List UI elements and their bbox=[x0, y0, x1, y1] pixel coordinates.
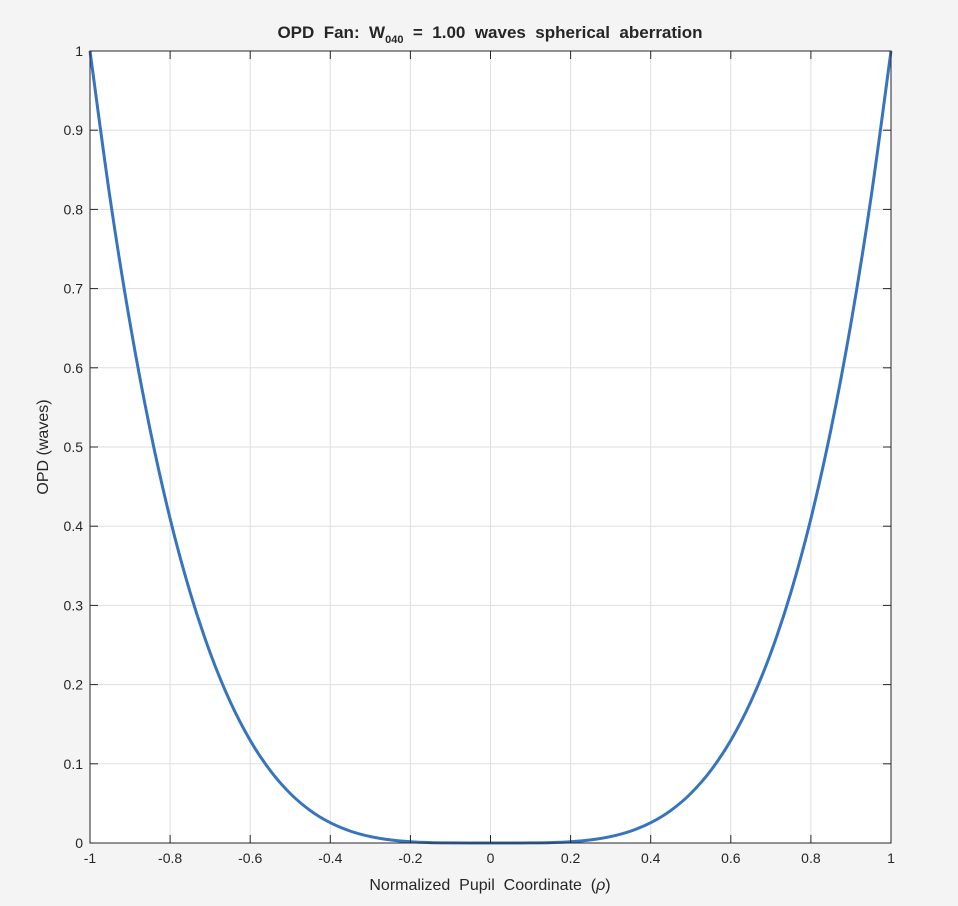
x-tick-label: -0.6 bbox=[238, 850, 262, 866]
y-tick-label: 0.5 bbox=[64, 439, 84, 455]
y-tick-label: 0.6 bbox=[64, 360, 84, 376]
y-tick-label: 1 bbox=[75, 43, 83, 59]
y-tick-label: 0.3 bbox=[64, 597, 84, 613]
chart-title: OPD Fan: W040 = 1.00 waves spherical abe… bbox=[277, 23, 702, 46]
y-tick-label: 0 bbox=[75, 835, 83, 851]
x-tick-label: 0.6 bbox=[721, 850, 741, 866]
x-tick-label: 0.4 bbox=[641, 850, 661, 866]
x-tick-label: 0.2 bbox=[561, 850, 581, 866]
x-tick-label: -0.2 bbox=[398, 850, 422, 866]
y-tick-label: 0.7 bbox=[64, 281, 84, 297]
chart-title-prefix: OPD Fan: W bbox=[277, 23, 386, 42]
x-tick-label: -0.4 bbox=[318, 850, 342, 866]
ticks bbox=[89, 50, 892, 844]
y-tick-label: 0.1 bbox=[64, 756, 84, 772]
x-tick-label: -1 bbox=[84, 850, 97, 866]
y-tick-label: 0.8 bbox=[64, 201, 84, 217]
x-tick-labels: -1 -0.8 -0.6 -0.4 -0.2 0 0.2 0.4 0.6 0.8 1 bbox=[84, 850, 895, 866]
x-tick-label: 0 bbox=[487, 850, 495, 866]
x-axis-label-text: Normalized Pupil Coordinate ( bbox=[369, 877, 596, 894]
y-tick-label: 0.2 bbox=[64, 677, 84, 693]
y-axis-label: OPD (waves) bbox=[35, 399, 52, 494]
x-tick-label: 0.8 bbox=[801, 850, 821, 866]
y-tick-label: 0.9 bbox=[64, 122, 84, 138]
chart-title-subscript: 040 bbox=[385, 34, 403, 46]
x-tick-label: 1 bbox=[887, 850, 895, 866]
x-axis-label-symbol: ρ bbox=[595, 877, 605, 894]
x-tick-label: -0.8 bbox=[158, 850, 182, 866]
y-tick-label: 0.4 bbox=[64, 518, 84, 534]
y-tick-labels: 0 0.1 0.2 0.3 0.4 0.5 0.6 0.7 0.8 0.9 1 bbox=[64, 43, 84, 851]
x-axis-label: Normalized Pupil Coordinate (ρ) bbox=[369, 877, 610, 894]
chart-title-suffix: = 1.00 waves spherical aberration bbox=[403, 23, 702, 42]
x-axis-label-close: ) bbox=[605, 877, 610, 894]
